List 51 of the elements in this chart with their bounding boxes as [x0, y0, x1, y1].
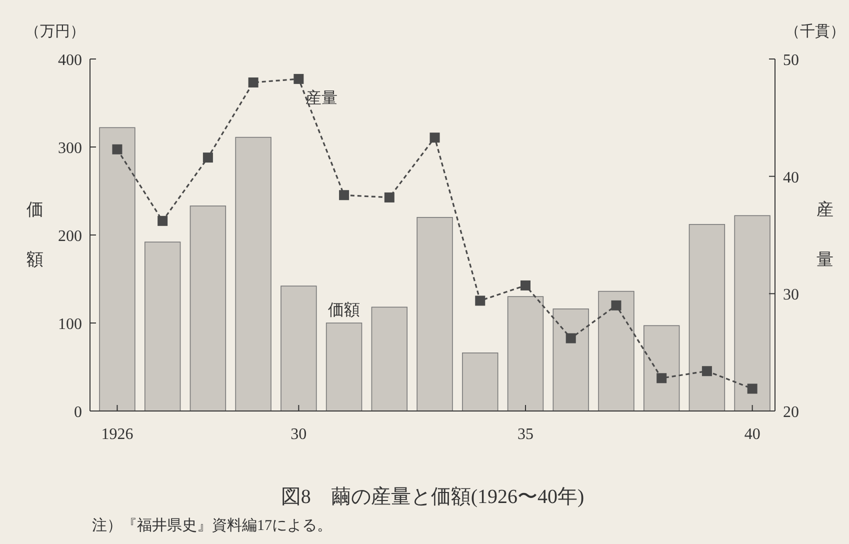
text: 注）『福井県史』資料編17による。 [92, 517, 332, 534]
series-label: 産量 [305, 88, 338, 107]
point [158, 216, 168, 226]
point [112, 144, 122, 154]
point [520, 280, 530, 290]
bar [190, 206, 226, 412]
bar [99, 127, 136, 412]
text: 図8 繭の産量と価額(1926〜40年) [280, 486, 584, 508]
bar [688, 224, 726, 412]
point [430, 132, 440, 143]
x-tick-label: 40 [744, 426, 760, 443]
bar [371, 306, 408, 412]
y-tick-label: 0 [74, 404, 82, 421]
bar [552, 308, 589, 412]
text: （万円） [25, 24, 85, 40]
point [294, 74, 304, 84]
point [702, 366, 712, 376]
point [384, 192, 394, 202]
y-tick-label: 200 [58, 228, 82, 245]
point [611, 300, 622, 310]
y-tick-label: 100 [58, 316, 82, 333]
bar [144, 242, 181, 412]
text: 産量 [816, 200, 834, 269]
point [202, 152, 213, 163]
x-tick-label: 35 [517, 426, 534, 443]
bar [326, 322, 362, 412]
bar [280, 286, 317, 412]
point [747, 384, 758, 394]
y-tick-label: 300 [58, 140, 82, 157]
point [566, 333, 576, 344]
bar [507, 296, 544, 412]
bar [462, 352, 498, 412]
bar [598, 290, 634, 412]
point [656, 373, 667, 384]
y2-tick-label: 50 [783, 52, 799, 69]
series-label: 価額 [328, 301, 360, 319]
bar [643, 325, 680, 412]
y2-tick-label: 40 [783, 169, 799, 186]
text: 価額 [26, 200, 44, 269]
text: （千貫） [785, 23, 845, 40]
y2-tick-label: 30 [783, 286, 799, 304]
y2-tick-label: 20 [783, 404, 799, 421]
bar [416, 217, 453, 412]
point [248, 77, 258, 88]
point [339, 190, 350, 200]
x-tick-label: 30 [290, 426, 307, 443]
y-tick-label: 400 [58, 52, 82, 69]
bar [235, 136, 272, 412]
bar [734, 215, 770, 412]
point [475, 296, 486, 306]
x-tick-label: 1926 [101, 426, 134, 443]
